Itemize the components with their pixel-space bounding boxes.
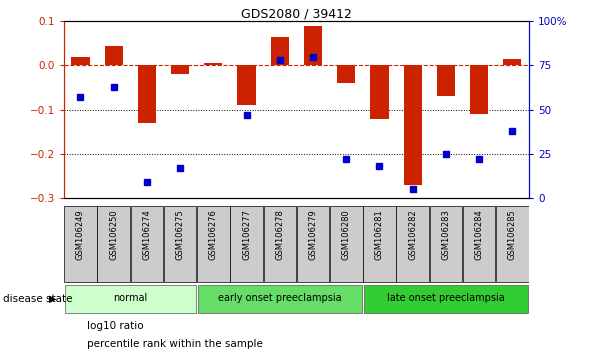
Bar (430, 206, 462, 282)
Title: GDS2080 / 39412: GDS2080 / 39412 (241, 7, 352, 20)
Bar (463, 206, 496, 282)
Bar (138, 65, 156, 123)
Text: GSM106282: GSM106282 (408, 209, 417, 260)
Bar (297, 206, 330, 282)
Text: GSM106275: GSM106275 (176, 209, 185, 260)
Text: log10 ratio: log10 ratio (87, 321, 143, 331)
Bar (65, 285, 196, 314)
Bar (230, 206, 263, 282)
Text: ▶: ▶ (49, 294, 56, 304)
Bar (364, 285, 528, 314)
Text: normal: normal (113, 293, 147, 303)
Text: GSM106276: GSM106276 (209, 209, 218, 260)
Bar (503, 59, 522, 65)
Bar (204, 63, 223, 65)
Bar (304, 26, 322, 65)
Bar (271, 37, 289, 65)
Text: GSM106284: GSM106284 (475, 209, 483, 260)
Bar (105, 46, 123, 65)
Bar (171, 65, 189, 74)
Bar (470, 65, 488, 114)
Bar (396, 206, 429, 282)
Bar (496, 206, 528, 282)
Bar (437, 65, 455, 97)
Text: GSM106281: GSM106281 (375, 209, 384, 260)
Bar (404, 65, 422, 185)
Text: GSM106279: GSM106279 (308, 209, 317, 260)
Text: GSM106274: GSM106274 (142, 209, 151, 260)
Text: early onset preeclampsia: early onset preeclampsia (218, 293, 342, 303)
Bar (164, 206, 196, 282)
Bar (97, 206, 130, 282)
Text: GSM106278: GSM106278 (275, 209, 285, 260)
Text: late onset preeclampsia: late onset preeclampsia (387, 293, 505, 303)
Bar (330, 206, 362, 282)
Bar (363, 206, 396, 282)
Bar (131, 206, 163, 282)
Bar (71, 57, 89, 65)
Bar (64, 206, 97, 282)
Text: GSM106283: GSM106283 (441, 209, 451, 260)
Text: disease state: disease state (3, 294, 72, 304)
Bar (337, 65, 355, 83)
Bar (263, 206, 296, 282)
Text: percentile rank within the sample: percentile rank within the sample (87, 339, 263, 349)
Text: GSM106250: GSM106250 (109, 209, 118, 260)
Text: GSM106280: GSM106280 (342, 209, 351, 260)
Text: GSM106277: GSM106277 (242, 209, 251, 260)
Bar (197, 206, 230, 282)
Bar (370, 65, 389, 119)
Bar (238, 65, 256, 105)
Text: GSM106249: GSM106249 (76, 209, 85, 260)
Text: GSM106285: GSM106285 (508, 209, 517, 260)
Bar (198, 285, 362, 314)
